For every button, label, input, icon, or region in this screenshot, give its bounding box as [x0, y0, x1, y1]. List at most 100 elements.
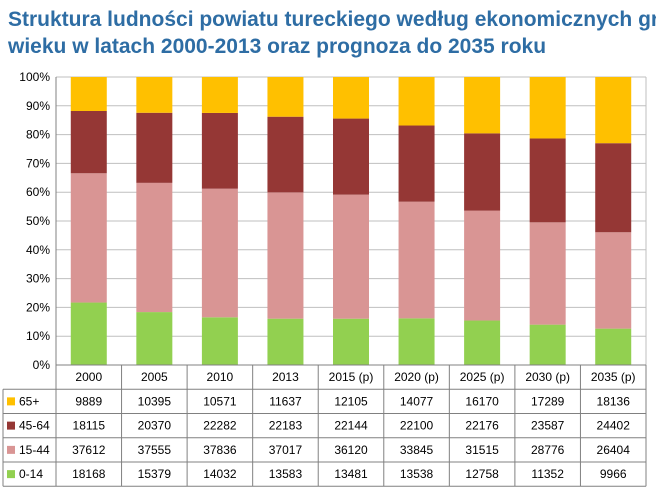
- table-value: 31515: [465, 443, 499, 457]
- y-tick-label: 40%: [26, 243, 50, 257]
- table-value: 37612: [72, 443, 106, 457]
- table-value: 14032: [203, 467, 237, 481]
- bar-segment-0-14: [464, 320, 501, 365]
- legend-swatch-45-64: [7, 421, 15, 430]
- table-value: 28776: [531, 443, 565, 457]
- chart-title: Struktura ludności powiatu tureckiego we…: [8, 6, 656, 60]
- bar-segment-45-64: [136, 112, 173, 183]
- y-tick-label: 30%: [26, 272, 50, 286]
- bar-segment-65+: [398, 77, 435, 126]
- table-value: 10395: [138, 394, 172, 408]
- table-value: 37017: [269, 443, 303, 457]
- legend-label-45-64: 45-64: [19, 419, 50, 433]
- bar-segment-15-44: [398, 201, 435, 319]
- bar-segment-0-14: [529, 324, 566, 365]
- bar-segment-15-44: [529, 222, 566, 325]
- y-tick-label: 50%: [26, 214, 50, 228]
- x-category-label: 2030 (p): [525, 370, 570, 384]
- x-category-label: 2010: [207, 370, 234, 384]
- table-value: 18136: [597, 394, 631, 408]
- bar-segment-65+: [595, 77, 632, 144]
- table-value: 17289: [531, 394, 565, 408]
- table-value: 13538: [400, 467, 434, 481]
- y-tick-label: 20%: [26, 300, 50, 314]
- table-value: 16170: [465, 394, 499, 408]
- y-tick-label: 0%: [33, 358, 51, 372]
- bar-segment-0-14: [70, 302, 107, 365]
- legend-swatch-15-44: [7, 445, 15, 454]
- table-value: 18168: [72, 467, 106, 481]
- table-value: 9966: [600, 467, 627, 481]
- table-value: 22176: [465, 419, 499, 433]
- x-category-label: 2025 (p): [460, 370, 505, 384]
- table-value: 23587: [531, 419, 565, 433]
- y-tick-label: 60%: [26, 185, 50, 199]
- x-category-label: 2013: [272, 370, 299, 384]
- table-value: 18115: [73, 419, 106, 433]
- x-category-label: 2000: [75, 370, 102, 384]
- y-tick-label: 100%: [19, 70, 50, 84]
- bar-segment-65+: [136, 77, 173, 113]
- bar-segment-45-64: [398, 125, 435, 202]
- table-value: 11352: [531, 467, 564, 481]
- bar-segment-65+: [333, 77, 369, 119]
- bar-segment-0-14: [333, 318, 369, 365]
- y-tick-label: 10%: [26, 329, 50, 343]
- table-value: 11637: [269, 394, 302, 408]
- bar-segment-15-44: [333, 194, 369, 319]
- bar-segment-15-44: [464, 210, 501, 321]
- bar-segment-45-64: [595, 143, 632, 233]
- bar-segment-0-14: [201, 317, 238, 365]
- bar-segment-15-44: [201, 188, 238, 318]
- bar-segment-45-64: [333, 118, 369, 195]
- bar-segment-0-14: [267, 318, 304, 365]
- bar-segment-15-44: [595, 232, 632, 329]
- table-value: 24402: [597, 419, 631, 433]
- bar-segment-45-64: [267, 116, 304, 193]
- bar-segment-0-14: [136, 312, 173, 365]
- x-category-label: 2005: [141, 370, 168, 384]
- table-value: 33845: [400, 443, 434, 457]
- y-tick-label: 90%: [26, 99, 50, 113]
- table-value: 22282: [203, 419, 237, 433]
- bar-segment-15-44: [267, 192, 304, 319]
- bar-segment-45-64: [70, 110, 107, 174]
- legend-swatch-0-14: [7, 470, 15, 479]
- table-value: 12105: [334, 394, 368, 408]
- bar-segment-65+: [267, 77, 304, 117]
- bar-segment-65+: [464, 77, 501, 134]
- table-value: 37836: [203, 443, 237, 457]
- table-value: 22144: [334, 419, 368, 433]
- legend-label-65+: 65+: [19, 394, 39, 408]
- bar-segment-0-14: [595, 328, 632, 365]
- y-tick-label: 70%: [26, 156, 50, 170]
- data-table: 2000 2005 2010 2013 2015 (p) 2020 (p) 2025 (p)…: [2, 364, 647, 487]
- bar-segment-65+: [70, 77, 107, 111]
- chart-title-line-1: Struktura ludności powiatu tureckiego we…: [8, 8, 656, 31]
- chart-title-line-2: wieku w latach 2000-2013 oraz prognoza d…: [8, 35, 547, 58]
- y-axis-labels: 0% 10% 20% 30% 40% 50% 60% 70% 80% 90% 100%: [19, 70, 50, 372]
- chart-bars: [70, 77, 632, 365]
- table-value: 9889: [75, 394, 102, 408]
- table-value: 15379: [138, 467, 172, 481]
- legend-label-0-14: 0-14: [19, 467, 43, 481]
- bar-segment-45-64: [201, 112, 238, 189]
- table-value: 36120: [334, 443, 368, 457]
- legend-swatch-65+: [7, 397, 15, 406]
- table-value: 20370: [138, 419, 172, 433]
- table-value: 22100: [400, 419, 434, 433]
- table-value: 13481: [334, 467, 368, 481]
- table-value: 14077: [400, 394, 434, 408]
- x-category-label: 2015 (p): [329, 370, 374, 384]
- table-value: 22183: [269, 419, 303, 433]
- table-value: 37555: [138, 443, 172, 457]
- table-value: 26404: [597, 443, 631, 457]
- bar-segment-0-14: [398, 318, 435, 365]
- x-category-label: 2035 (p): [591, 370, 636, 384]
- x-category-label: 2020 (p): [394, 370, 439, 384]
- legend-label-15-44: 15-44: [19, 443, 50, 457]
- bar-segment-65+: [201, 77, 238, 113]
- bar-segment-45-64: [529, 138, 566, 223]
- bar-segment-65+: [529, 77, 566, 139]
